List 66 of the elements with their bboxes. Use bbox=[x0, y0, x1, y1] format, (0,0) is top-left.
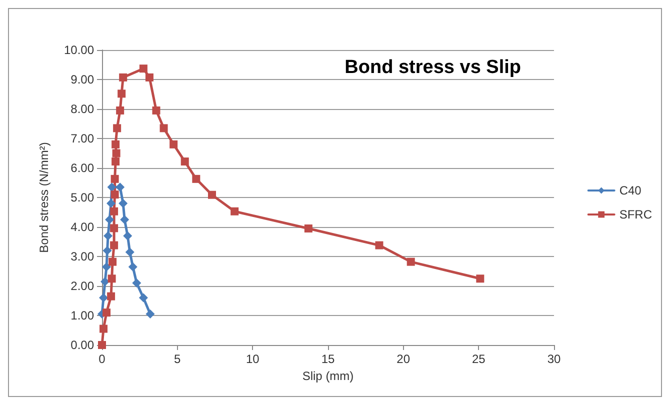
legend-label: C40 bbox=[619, 184, 642, 198]
legend-label: SFRC bbox=[619, 208, 652, 222]
point bbox=[230, 207, 239, 216]
x-tick-label: 15 bbox=[321, 352, 335, 366]
point bbox=[110, 207, 118, 216]
point bbox=[160, 124, 168, 132]
point bbox=[104, 231, 113, 240]
point bbox=[132, 278, 142, 288]
y-tick-label: 7.00 bbox=[70, 132, 94, 146]
point bbox=[152, 106, 160, 114]
x-axis-title: Slip (mm) bbox=[302, 368, 354, 383]
point bbox=[116, 106, 124, 114]
point bbox=[107, 292, 116, 300]
y-tick-label: 4.00 bbox=[70, 220, 94, 234]
point bbox=[102, 308, 111, 317]
point bbox=[476, 274, 484, 283]
point bbox=[108, 274, 116, 283]
y-tick-label: 9.00 bbox=[70, 72, 94, 86]
point bbox=[112, 140, 120, 148]
point bbox=[112, 158, 120, 166]
point bbox=[110, 224, 118, 232]
point bbox=[100, 324, 108, 333]
point bbox=[118, 90, 126, 98]
point bbox=[110, 241, 118, 250]
point bbox=[208, 190, 216, 199]
point bbox=[110, 190, 119, 199]
point bbox=[102, 246, 112, 256]
x-tick-label: 30 bbox=[547, 352, 561, 366]
y-tick-label: 0.00 bbox=[70, 338, 94, 352]
point bbox=[138, 293, 148, 302]
point bbox=[304, 224, 312, 232]
point bbox=[192, 174, 200, 183]
point bbox=[128, 262, 138, 272]
point bbox=[180, 158, 189, 166]
point bbox=[146, 310, 155, 319]
y-tick-label: 1.00 bbox=[70, 308, 94, 322]
point bbox=[112, 149, 120, 158]
point bbox=[406, 258, 415, 266]
y-tick-label: 5.00 bbox=[70, 190, 94, 204]
x-tick-label: 20 bbox=[396, 352, 410, 366]
x-tick-label: 0 bbox=[98, 352, 106, 366]
point bbox=[170, 140, 178, 148]
x-tick-label: 10 bbox=[246, 352, 260, 366]
point bbox=[123, 231, 132, 240]
point bbox=[120, 215, 130, 224]
point bbox=[119, 73, 128, 82]
point bbox=[125, 248, 134, 257]
point bbox=[108, 258, 117, 266]
x-tick-label: 25 bbox=[472, 352, 486, 366]
point bbox=[113, 124, 122, 132]
y-tick-label: 2.00 bbox=[70, 279, 94, 293]
point bbox=[99, 293, 108, 302]
point bbox=[145, 73, 154, 82]
point bbox=[139, 64, 148, 73]
x-tick-label: 5 bbox=[174, 352, 181, 366]
point bbox=[116, 182, 125, 192]
y-tick-label: 3.00 bbox=[70, 250, 94, 264]
point bbox=[110, 174, 119, 183]
point bbox=[375, 241, 384, 250]
y-axis-title: Bond stress (N/mm²) bbox=[37, 142, 51, 253]
y-tick-label: 10.00 bbox=[64, 43, 94, 57]
y-tick-label: 6.00 bbox=[70, 161, 94, 175]
chart-title: Bond stress vs Slip bbox=[344, 57, 522, 78]
point bbox=[118, 198, 128, 208]
point bbox=[105, 215, 114, 224]
y-tick-label: 8.00 bbox=[70, 102, 94, 116]
